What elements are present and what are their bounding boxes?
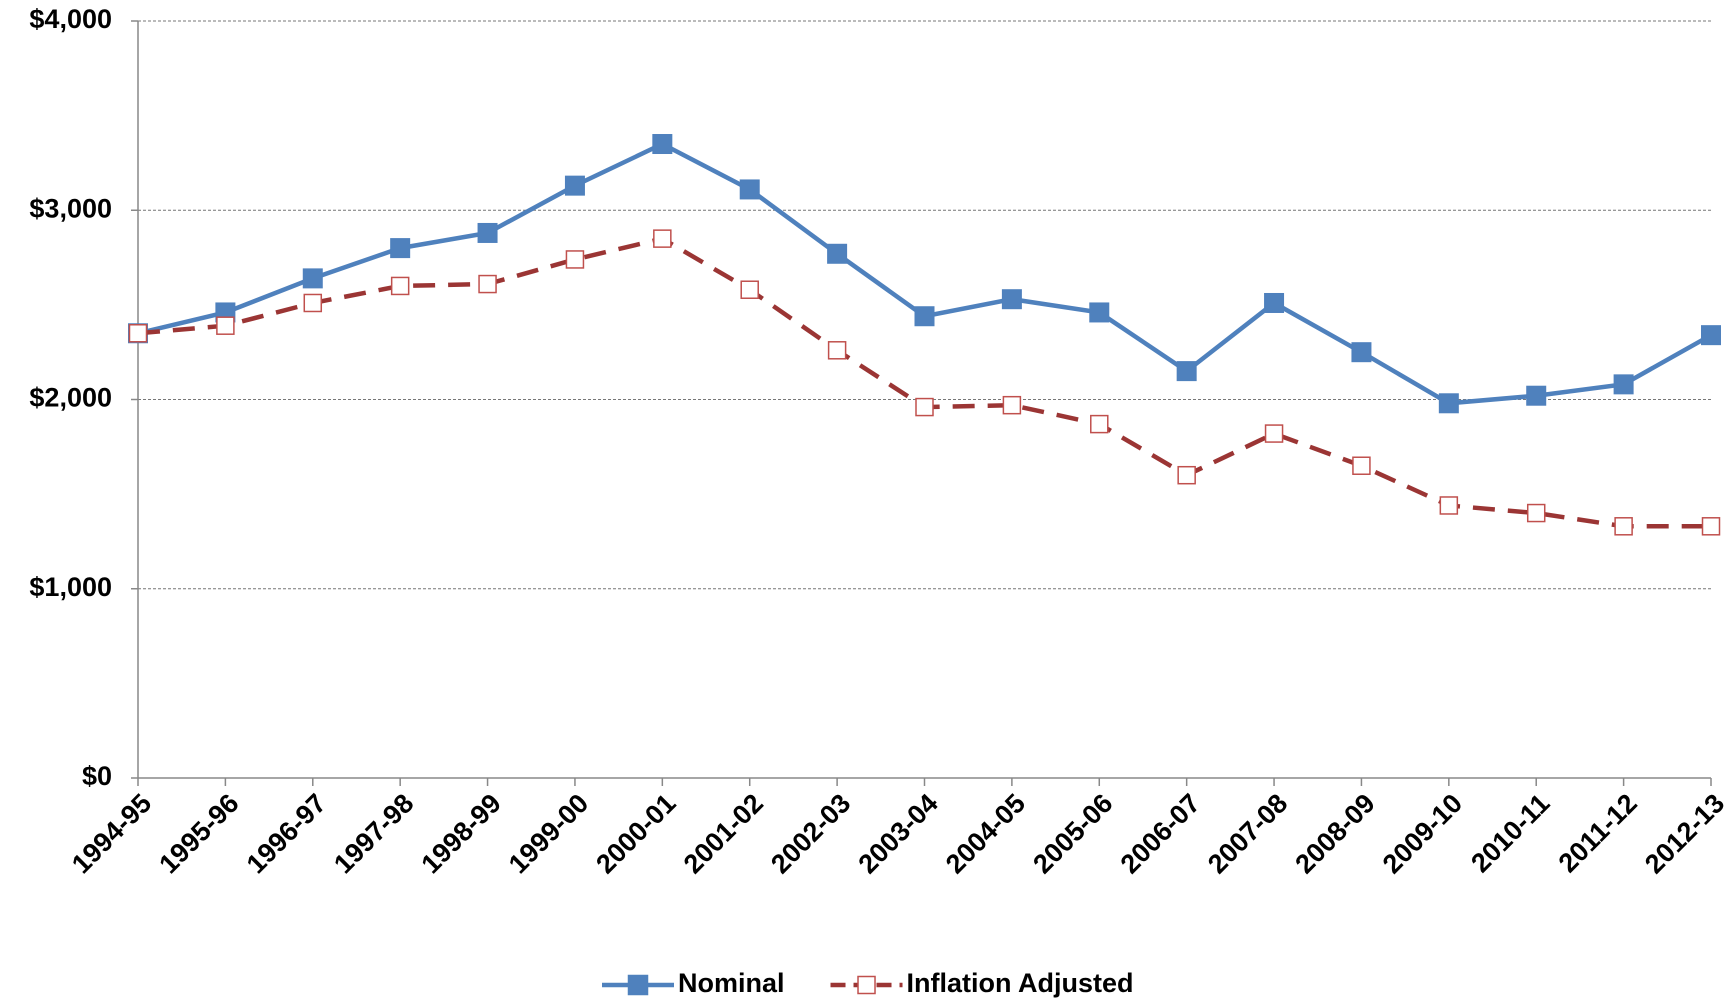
point <box>303 293 323 313</box>
series <box>128 229 1721 536</box>
point <box>1439 496 1459 515</box>
point <box>1090 414 1109 434</box>
point <box>1526 385 1547 406</box>
y-tick-label: $3,000 <box>29 193 112 223</box>
x-tick-label: 1998-99 <box>416 788 507 879</box>
x-tick-label: 1994-95 <box>66 788 157 879</box>
point <box>740 280 759 299</box>
x-tick-label: 2001-02 <box>678 788 769 879</box>
point <box>827 341 847 360</box>
series <box>128 134 1721 414</box>
x-tick-label: 2002-03 <box>765 788 856 879</box>
point <box>739 179 760 200</box>
legend-label: Inflation Adjusted <box>907 968 1134 998</box>
point <box>1614 517 1633 536</box>
x-tick-label: 1999-00 <box>503 788 594 879</box>
point <box>478 274 497 294</box>
y-tick-label: $4,000 <box>29 4 112 34</box>
x-tick-label: 2005-06 <box>1027 788 1118 879</box>
x-tick-label: 2000-01 <box>590 788 681 879</box>
point <box>564 175 585 196</box>
point <box>1701 517 1721 536</box>
point <box>390 276 410 296</box>
point <box>1351 342 1372 363</box>
point <box>1526 503 1546 523</box>
legend-marker <box>857 975 876 995</box>
point <box>1701 325 1721 346</box>
series-line <box>137 141 1713 406</box>
x-tick-label: 2004-05 <box>940 788 1031 879</box>
legend-marker <box>627 974 649 996</box>
x-tick-label: 1996-97 <box>241 788 332 879</box>
point <box>216 316 235 335</box>
x-tick-label: 1995-96 <box>153 788 244 879</box>
point <box>1352 456 1371 475</box>
point <box>1438 393 1459 414</box>
point <box>1001 289 1022 310</box>
point <box>915 397 934 417</box>
legend-item: Nominal <box>602 968 785 998</box>
x-tick-label: 2010-11 <box>1465 788 1555 878</box>
point <box>1613 374 1634 395</box>
x-tick-label: 2008-09 <box>1289 788 1380 879</box>
point <box>128 324 148 343</box>
x-tick-label: 2003-04 <box>852 788 943 879</box>
x-tick-label: 2007-08 <box>1202 788 1293 879</box>
legend-item: Inflation Adjusted <box>830 968 1134 998</box>
point <box>1089 302 1110 323</box>
series-line <box>137 236 1711 529</box>
y-tick-label: $0 <box>82 761 112 791</box>
y-tick-label: $1,000 <box>29 572 112 602</box>
point <box>1002 395 1022 415</box>
point <box>1264 424 1284 443</box>
point <box>914 306 935 327</box>
y-tick-label: $2,000 <box>29 383 112 413</box>
point <box>477 222 498 243</box>
legend-label: Nominal <box>678 968 785 998</box>
point <box>302 268 323 289</box>
point <box>827 243 848 264</box>
point <box>1264 292 1285 313</box>
x-tick-label: 2006-07 <box>1115 788 1206 879</box>
point <box>565 250 585 269</box>
x-tick-label: 2011-12 <box>1553 788 1643 878</box>
point <box>652 134 673 155</box>
point <box>390 238 411 259</box>
x-tick-label: 2009-10 <box>1377 788 1468 879</box>
x-tick-label: 2012-13 <box>1639 788 1730 879</box>
point <box>1176 361 1197 382</box>
point <box>1177 465 1196 485</box>
point <box>653 229 672 248</box>
x-tick-label: 1997-98 <box>328 788 419 879</box>
